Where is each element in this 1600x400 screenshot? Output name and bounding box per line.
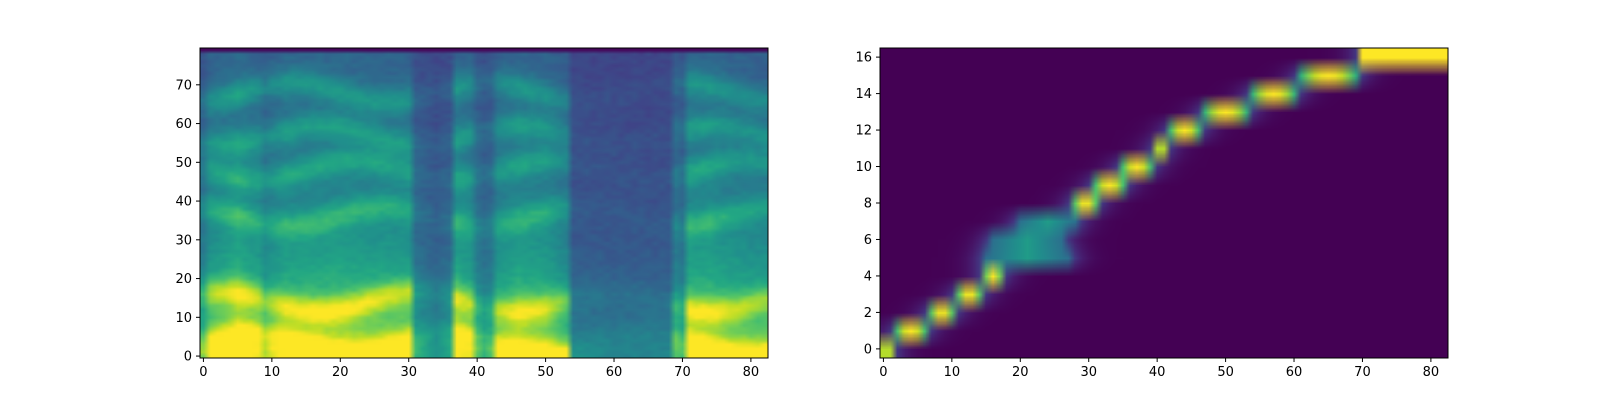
alignment-x-tick-label: 20 — [1012, 365, 1029, 380]
alignment-heatmap — [880, 48, 1448, 358]
spectrogram-y-tick-label: 20 — [175, 272, 192, 287]
alignment-y-tick-label: 14 — [855, 87, 872, 102]
alignment-y-axis: 0 2 4 6 8 10 12 14 16 — [855, 51, 880, 357]
spectrogram-x-tick-label: 20 — [332, 365, 349, 380]
spectrogram-x-tick-label: 60 — [606, 365, 623, 380]
spectrogram-x-tick-label: 10 — [264, 365, 281, 380]
spectrogram-y-tick-label: 0 — [184, 350, 192, 365]
spectrogram-plot: 0 10 20 30 40 50 60 70 80 0 10 20 30 40 50 60 70 — [175, 47, 769, 380]
spectrogram-x-tick-label: 0 — [199, 365, 207, 380]
alignment-y-tick-label: 12 — [855, 124, 872, 139]
alignment-y-tick-label: 10 — [855, 160, 872, 175]
alignment-y-tick-label: 6 — [864, 233, 872, 248]
alignment-y-tick-label: 16 — [855, 51, 872, 66]
alignment-x-tick-label: 30 — [1080, 365, 1097, 380]
spectrogram-x-tick-label: 50 — [537, 365, 554, 380]
alignment-y-tick-label: 2 — [864, 306, 872, 321]
spectrogram-x-tick-label: 80 — [743, 365, 760, 380]
spectrogram-x-tick-label: 30 — [400, 365, 417, 380]
spectrogram-heatmap — [200, 48, 768, 358]
spectrogram-x-tick-label: 70 — [674, 365, 691, 380]
spectrogram-frame — [199, 47, 769, 359]
alignment-x-tick-label: 50 — [1217, 365, 1234, 380]
spectrogram-y-tick-label: 10 — [175, 311, 192, 326]
alignment-x-tick-label: 10 — [944, 365, 961, 380]
alignment-y-tick-label: 8 — [864, 197, 872, 212]
alignment-x-tick-label: 80 — [1423, 365, 1440, 380]
alignment-plot: 0 10 20 30 40 50 60 70 80 0 2 4 6 8 10 12 14 16 — [855, 47, 1449, 380]
alignment-y-tick-label: 0 — [864, 342, 872, 357]
spectrogram-y-tick-label: 50 — [175, 156, 192, 171]
spectrogram-y-tick-label: 60 — [175, 117, 192, 132]
spectrogram-y-tick-label: 40 — [175, 195, 192, 210]
alignment-x-tick-label: 40 — [1149, 365, 1166, 380]
spectrogram-x-tick-label: 40 — [469, 365, 486, 380]
spectrogram-y-tick-label: 70 — [175, 78, 192, 93]
spectrogram-y-tick-label: 30 — [175, 233, 192, 248]
alignment-x-tick-label: 70 — [1354, 365, 1371, 380]
alignment-x-tick-label: 0 — [879, 365, 887, 380]
spectrogram-y-axis: 0 10 20 30 40 50 60 70 — [175, 78, 200, 365]
alignment-y-tick-label: 4 — [864, 269, 872, 284]
spectrogram-x-axis: 0 10 20 30 40 50 60 70 80 — [199, 358, 759, 380]
alignment-x-axis: 0 10 20 30 40 50 60 70 80 — [879, 358, 1439, 380]
alignment-x-tick-label: 60 — [1286, 365, 1303, 380]
